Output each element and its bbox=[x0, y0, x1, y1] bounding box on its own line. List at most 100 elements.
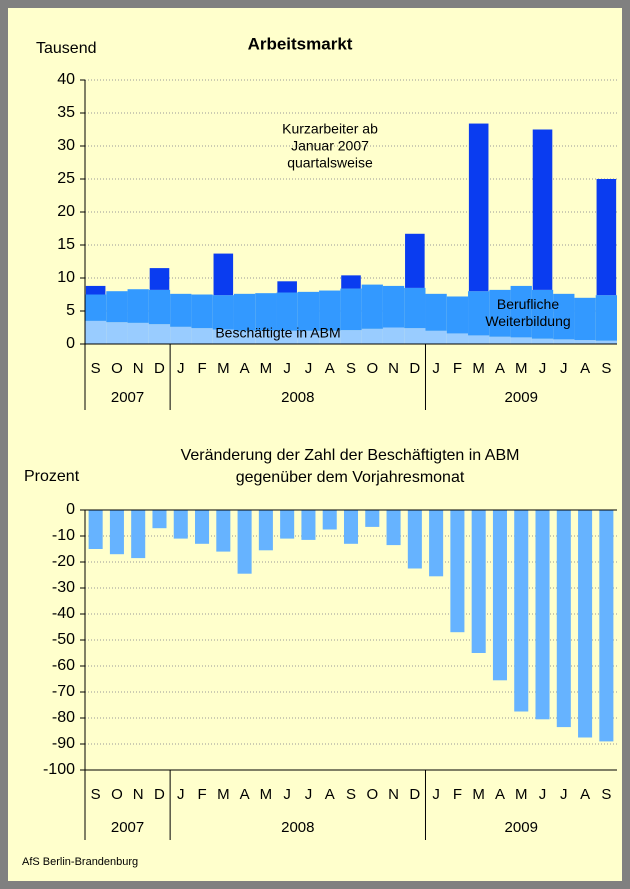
bar bbox=[492, 510, 507, 681]
year-label: 2008 bbox=[281, 819, 314, 836]
bar bbox=[556, 510, 571, 728]
bar bbox=[514, 510, 529, 712]
x-tick-label: M bbox=[260, 786, 273, 803]
bar bbox=[216, 510, 231, 552]
x-tick-label: M bbox=[217, 786, 230, 803]
x-tick-label: S bbox=[601, 786, 611, 803]
panel bbox=[8, 8, 622, 881]
y-tick-label: 35 bbox=[57, 104, 75, 121]
y-tick-label: -30 bbox=[52, 579, 75, 596]
chart-title: Arbeitsmarkt bbox=[248, 34, 353, 53]
x-tick-label: N bbox=[388, 360, 399, 377]
x-tick-label: J bbox=[539, 360, 547, 377]
bar bbox=[407, 510, 422, 569]
area-segment bbox=[297, 330, 320, 344]
area-segment bbox=[255, 293, 277, 331]
area-segment bbox=[468, 335, 490, 344]
bar bbox=[599, 510, 614, 742]
series-label: Beschäftigte in ABM bbox=[215, 324, 341, 341]
x-tick-label: J bbox=[539, 786, 547, 803]
x-tick-label: A bbox=[240, 360, 250, 377]
area-segment bbox=[595, 295, 617, 341]
bar bbox=[322, 510, 337, 530]
area-segment bbox=[574, 340, 596, 344]
area-segment bbox=[574, 297, 596, 341]
y-tick-label: -50 bbox=[52, 631, 75, 648]
area-segment bbox=[255, 330, 277, 344]
x-tick-label: J bbox=[305, 786, 313, 803]
area-segment bbox=[85, 320, 107, 344]
area-segment bbox=[446, 333, 469, 344]
area-segment bbox=[319, 290, 341, 331]
bar bbox=[468, 123, 489, 292]
area-segment bbox=[127, 289, 149, 323]
y-axis-label: Prozent bbox=[24, 468, 80, 485]
x-tick-label: J bbox=[283, 786, 291, 803]
x-tick-label: O bbox=[366, 360, 378, 377]
bar bbox=[258, 510, 273, 551]
x-tick-label: A bbox=[580, 786, 590, 803]
area-segment bbox=[404, 328, 426, 344]
y-tick-label: -20 bbox=[52, 553, 75, 570]
x-tick-label: F bbox=[197, 360, 206, 377]
area-segment bbox=[106, 322, 128, 344]
bar bbox=[149, 268, 170, 290]
area-segment bbox=[404, 287, 426, 329]
bar bbox=[277, 281, 297, 293]
bar bbox=[85, 285, 106, 295]
bar bbox=[532, 129, 553, 290]
bar bbox=[341, 275, 361, 289]
area-segment bbox=[276, 330, 298, 344]
y-tick-label: 10 bbox=[57, 269, 75, 286]
y-tick-label: 0 bbox=[66, 501, 75, 518]
year-label: 2009 bbox=[505, 819, 538, 836]
bar bbox=[301, 510, 316, 540]
bar bbox=[429, 510, 444, 577]
bar bbox=[450, 510, 465, 633]
year-label: 2008 bbox=[281, 389, 314, 406]
x-tick-label: S bbox=[91, 360, 101, 377]
area-segment bbox=[361, 328, 383, 344]
x-tick-label: M bbox=[260, 360, 273, 377]
area-segment bbox=[340, 288, 362, 331]
area-segment bbox=[106, 291, 128, 323]
bar bbox=[131, 510, 146, 559]
y-tick-label: -90 bbox=[52, 735, 75, 752]
y-tick-label: 0 bbox=[66, 335, 75, 352]
x-tick-label: J bbox=[560, 786, 568, 803]
area-segment bbox=[233, 330, 256, 344]
x-tick-label: M bbox=[217, 360, 230, 377]
area-segment bbox=[510, 337, 532, 344]
x-tick-label: D bbox=[154, 360, 165, 377]
series-label: Kurzarbeiter ab Januar 2007 quartalsweis… bbox=[282, 120, 378, 171]
year-label: 2009 bbox=[505, 389, 538, 406]
area-segment bbox=[170, 293, 192, 327]
x-tick-label: S bbox=[91, 786, 101, 803]
area-segment bbox=[425, 330, 447, 344]
area-segment bbox=[510, 285, 532, 338]
area-segment bbox=[340, 330, 362, 344]
bar bbox=[405, 233, 425, 288]
area-segment bbox=[297, 291, 320, 331]
area-segment bbox=[191, 294, 213, 329]
bar bbox=[152, 510, 167, 529]
area-segment bbox=[319, 330, 341, 344]
y-tick-label: 25 bbox=[57, 170, 75, 187]
x-tick-label: D bbox=[154, 786, 165, 803]
bar bbox=[237, 510, 252, 574]
area-segment bbox=[382, 285, 405, 328]
chart-title: Veränderung der Zahl der Beschäftigten i… bbox=[181, 447, 520, 464]
y-tick-label: 40 bbox=[57, 71, 75, 88]
bar bbox=[535, 510, 550, 720]
bar bbox=[195, 510, 210, 544]
x-tick-label: M bbox=[515, 360, 528, 377]
footer: AfS Berlin-Brandenburg bbox=[22, 856, 138, 868]
area-segment bbox=[531, 289, 554, 339]
area-segment bbox=[553, 339, 575, 344]
area-segment bbox=[553, 293, 575, 340]
bar bbox=[365, 510, 380, 527]
bar bbox=[88, 510, 103, 549]
x-tick-label: J bbox=[432, 360, 440, 377]
bar bbox=[109, 510, 124, 555]
